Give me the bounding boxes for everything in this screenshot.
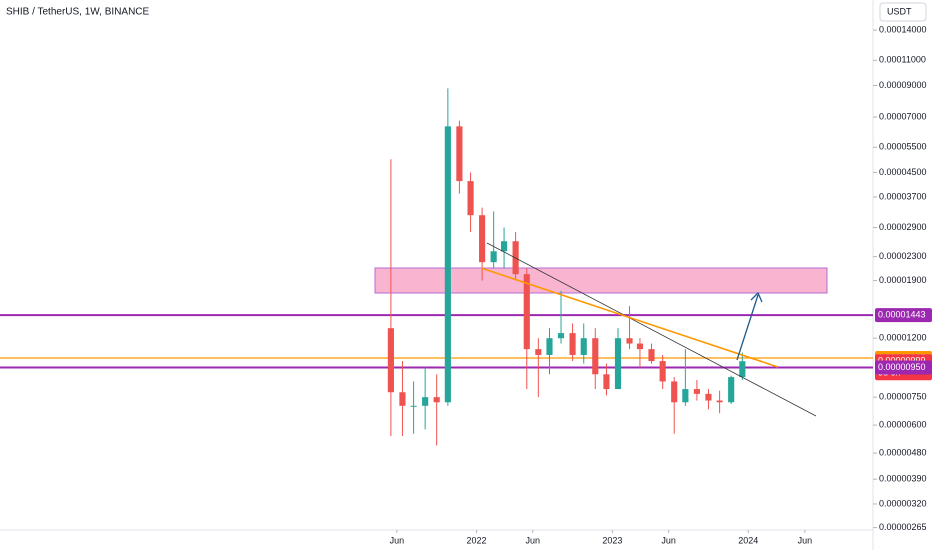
y-tick-label: 0.00002300 [879,251,927,261]
plot-area [0,0,873,530]
candle-body [557,333,565,339]
y-tick-label: 0.00000390 [879,474,927,484]
candle-body [535,349,542,355]
y-tick-label: 0.00003700 [879,191,927,201]
x-tick-label: Jun [525,535,540,545]
price-tag-label: 0.00000950 [878,362,926,372]
candle-body [422,397,429,406]
candle-body [523,274,530,350]
candle-body [456,126,463,182]
y-tick-label: 0.00000480 [879,447,927,457]
currency-button[interactable] [879,2,927,22]
x-tick-label: Jun [798,535,813,545]
candle-body [479,215,486,263]
candle-body [592,338,599,375]
trend-line [486,242,817,417]
candle-body [387,328,394,393]
trend-line [480,267,779,368]
candle-body [671,381,678,403]
candle-body [546,338,553,355]
candle-body [500,241,508,252]
candle-body [693,389,700,394]
candle-body [739,361,746,378]
candle-body [433,397,440,403]
y-tick-label: 0.00000750 [879,392,927,402]
candle-body [580,338,587,355]
x-tick-label: Jun [661,535,676,545]
x-tick-label: 2023 [602,535,622,545]
candle-body [467,181,474,216]
y-tick-label: 0.00002900 [879,222,927,232]
x-tick-label: 2024 [738,535,758,545]
candle-body [603,374,610,390]
y-tick-label: 0.00014000 [879,24,927,34]
y-tick-label: 0.00011000 [879,55,926,65]
y-tick-label: 0.00009000 [879,80,927,90]
candle-body [444,126,451,403]
candle-body [659,361,666,382]
y-tick-label: 0.00001200 [879,333,927,343]
candle-body [410,405,417,407]
candle-body [728,377,735,403]
candle-body [636,343,644,350]
price-tag [875,308,932,323]
y-tick-label: 0.00000600 [879,420,927,430]
y-tick-label: 0.00000320 [879,498,927,508]
candle-body [626,338,633,344]
candle-body [682,389,689,403]
price-tag-label: 0.00001443 [878,309,926,319]
y-tick-label: 0.00007000 [879,111,927,121]
y-tick-label: 0.00004500 [879,167,927,177]
candle-body [705,393,712,401]
candle-body [716,400,723,403]
y-tick-label: 0.00001900 [879,275,927,285]
y-tick-label: 0.00000265 [879,522,927,532]
candle-body [490,251,497,263]
y-tick-label: 0.00005500 [879,142,927,152]
candle-body [399,392,406,406]
price-tag [875,360,932,375]
supply-zone [374,267,828,294]
arrow [736,291,763,361]
x-tick-label: Jun [390,535,405,545]
candle-body [614,338,622,390]
candle-body [648,349,655,362]
currency-label: USDT [887,6,912,16]
x-tick-label: 2022 [467,535,487,545]
symbol-title: SHIB / TetherUS, 1W, BINANCE [6,7,150,18]
candle-body [569,333,576,355]
